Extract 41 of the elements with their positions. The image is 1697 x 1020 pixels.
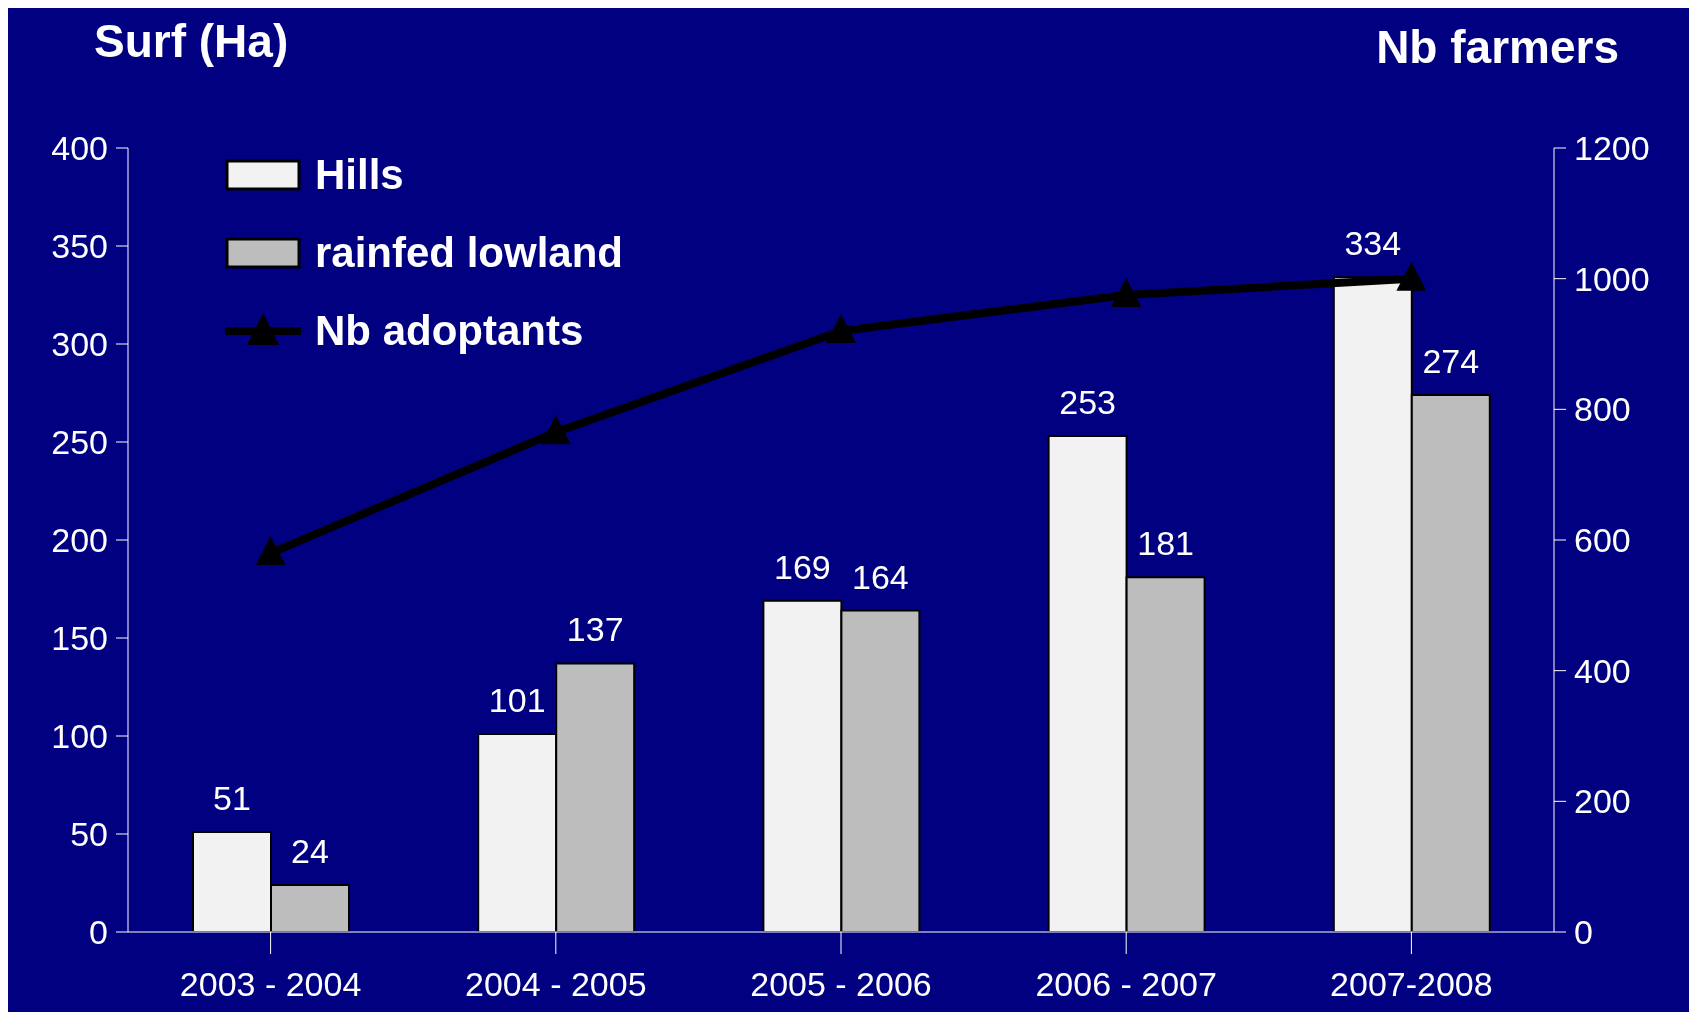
point — [1396, 261, 1427, 291]
data-label: 334 — [1344, 224, 1402, 263]
data-label: 181 — [1137, 524, 1194, 563]
y-axis-title: Surf (Ha) — [94, 14, 289, 68]
legend-label: Nb adoptants — [315, 307, 584, 355]
x-tick-label: 2006 - 2007 — [1035, 965, 1217, 1004]
point — [826, 313, 856, 343]
y2-tick-label: 0 — [1574, 913, 1593, 952]
y2-axis-title: Nb farmers — [1376, 20, 1619, 74]
y-tick-label: 350 — [51, 227, 108, 266]
y-tick-label: 400 — [51, 129, 108, 168]
y2-tick-label: 400 — [1574, 651, 1631, 690]
legend-label: Hills — [315, 151, 404, 199]
y-tick-label: 150 — [51, 619, 108, 658]
data-label: 164 — [852, 557, 909, 596]
data-label: 24 — [291, 831, 329, 870]
y2-tick-label: 1000 — [1574, 259, 1650, 298]
x-tick-label: 2003 - 2004 — [179, 965, 362, 1004]
y-tick-label: 0 — [89, 913, 108, 952]
y-tick-label: 50 — [70, 815, 108, 854]
x-tick-label: 2005 - 2006 — [750, 965, 932, 1004]
y-tick-label: 250 — [51, 423, 108, 462]
data-label: 51 — [213, 779, 251, 818]
data-label: 137 — [566, 610, 624, 649]
y2-tick-label: 600 — [1574, 521, 1631, 560]
data-label: 101 — [488, 681, 546, 720]
y2-tick-label: 1200 — [1574, 129, 1650, 168]
data-label: 253 — [1059, 383, 1116, 422]
point — [540, 415, 571, 445]
x-tick-label: 2004 - 2005 — [465, 965, 647, 1004]
y-tick-label: 100 — [51, 717, 108, 756]
legend-label: rainfed lowland — [315, 229, 624, 277]
y2-tick-label: 200 — [1574, 782, 1631, 821]
point — [1111, 278, 1142, 307]
y2-tick-label: 800 — [1574, 390, 1631, 429]
x-tick-label: 2007-2008 — [1330, 965, 1493, 1004]
point — [255, 536, 286, 566]
data-label: 274 — [1422, 341, 1480, 380]
y-tick-label: 200 — [51, 521, 108, 560]
data-label: 169 — [774, 547, 831, 586]
y-tick-label: 300 — [51, 325, 108, 364]
